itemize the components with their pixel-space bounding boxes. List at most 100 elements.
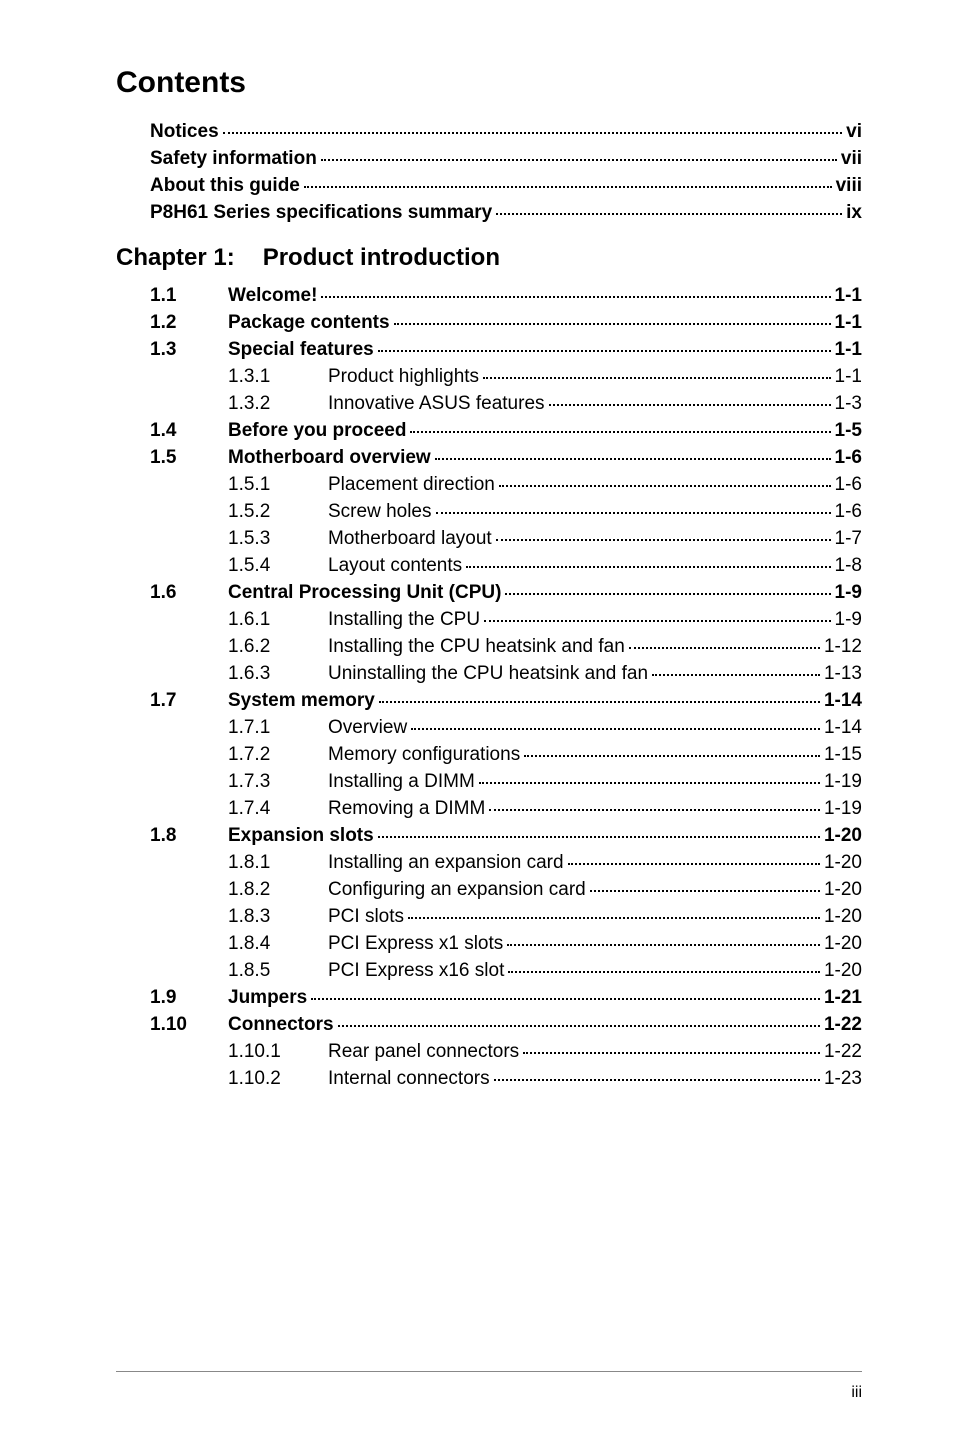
section-number: 1.1 (150, 286, 228, 305)
toc-page: 1-9 (835, 610, 862, 629)
toc-page: 1-14 (824, 691, 862, 710)
dot-leader (436, 512, 831, 514)
toc-page: vi (846, 122, 862, 141)
section-number: 1.5 (150, 448, 228, 467)
toc-page: 1-20 (824, 880, 862, 899)
toc-label: Connectors (228, 1015, 334, 1034)
toc-label: About this guide (150, 176, 300, 195)
toc-page: 1-20 (824, 961, 862, 980)
toc-row: 1.4Before you proceed1-5 (116, 421, 862, 440)
toc-page: 1-6 (835, 475, 862, 494)
toc-label: PCI Express x16 slot (328, 961, 504, 980)
toc-label: Screw holes (328, 502, 432, 521)
section-number: 1.8 (150, 826, 228, 845)
page-number: iii (851, 1384, 862, 1402)
dot-leader (408, 917, 820, 919)
dot-leader (479, 782, 820, 784)
dot-leader (379, 701, 820, 703)
subsection-number: 1.5.3 (228, 529, 328, 548)
toc-label: Configuring an expansion card (328, 880, 586, 899)
toc-row: 1.2Package contents1-1 (116, 313, 862, 332)
toc-row: 1.7.1Overview1-14 (116, 718, 862, 737)
section-number: 1.7 (150, 691, 228, 710)
toc-row: 1.8.2Configuring an expansion card 1-20 (116, 880, 862, 899)
toc-page: 1-13 (824, 664, 862, 683)
dot-leader (568, 863, 820, 865)
footer-rule (116, 1371, 862, 1372)
subsection-number: 1.5.1 (228, 475, 328, 494)
toc-label: Central Processing Unit (CPU) (228, 583, 501, 602)
toc-label: Safety information (150, 149, 317, 168)
dot-leader (496, 213, 842, 215)
dot-leader (494, 1079, 820, 1081)
section-number: 1.2 (150, 313, 228, 332)
toc-label: Memory configurations (328, 745, 520, 764)
toc-page: 1-5 (835, 421, 862, 440)
toc-row: 1.3.1Product highlights1-1 (116, 367, 862, 386)
toc-row: 1.6.3Uninstalling the CPU heatsink and f… (116, 664, 862, 683)
dot-leader (321, 296, 830, 298)
subsection-number: 1.8.1 (228, 853, 328, 872)
subsection-number: 1.7.4 (228, 799, 328, 818)
toc-label: PCI Express x1 slots (328, 934, 503, 953)
toc-row: 1.6.2Installing the CPU heatsink and fan… (116, 637, 862, 656)
toc-row: 1.1Welcome!1-1 (116, 286, 862, 305)
section-number: 1.4 (150, 421, 228, 440)
dot-leader (508, 971, 820, 973)
dot-leader (483, 377, 830, 379)
toc-row: 1.8.4PCI Express x1 slots1-20 (116, 934, 862, 953)
toc-page: 1-3 (835, 394, 862, 413)
toc-label: Placement direction (328, 475, 495, 494)
dot-leader (321, 159, 837, 161)
toc-row: 1.5.1Placement direction 1-6 (116, 475, 862, 494)
toc-entries: 1.1Welcome!1-11.2Package contents1-11.3S… (116, 286, 862, 1088)
toc-page: 1-1 (835, 313, 862, 332)
toc-row: 1.8.5PCI Express x16 slot1-20 (116, 961, 862, 980)
toc-label: Layout contents (328, 556, 462, 575)
subsection-number: 1.5.2 (228, 502, 328, 521)
toc-row: 1.7.4Removing a DIMM1-19 (116, 799, 862, 818)
toc-label: Innovative ASUS features (328, 394, 545, 413)
chapter-number: Chapter 1: (116, 244, 235, 272)
toc-row: 1.10.2Internal connectors1-23 (116, 1069, 862, 1088)
toc-label: P8H61 Series specifications summary (150, 203, 492, 222)
dot-leader (629, 647, 820, 649)
section-number: 1.3 (150, 340, 228, 359)
toc-row: 1.5.4Layout contents1-8 (116, 556, 862, 575)
toc-row: 1.7System memory 1-14 (116, 691, 862, 710)
toc-label: Welcome! (228, 286, 317, 305)
toc-row: 1.6Central Processing Unit (CPU)1-9 (116, 583, 862, 602)
dot-leader (311, 998, 820, 1000)
toc-row: 1.5.3Motherboard layout1-7 (116, 529, 862, 548)
dot-leader (499, 485, 831, 487)
section-number: 1.9 (150, 988, 228, 1007)
dot-leader (223, 132, 843, 134)
dot-leader (523, 1052, 820, 1054)
toc-label: Motherboard overview (228, 448, 431, 467)
dot-leader (378, 836, 820, 838)
toc-row: 1.3.2Innovative ASUS features1-3 (116, 394, 862, 413)
dot-leader (505, 593, 830, 595)
toc-label: Internal connectors (328, 1069, 490, 1088)
toc-label: System memory (228, 691, 375, 710)
section-number: 1.10 (150, 1015, 228, 1034)
subsection-number: 1.5.4 (228, 556, 328, 575)
subsection-number: 1.8.2 (228, 880, 328, 899)
toc-page: 1-20 (824, 907, 862, 926)
toc-label: Installing the CPU heatsink and fan (328, 637, 625, 656)
dot-leader (304, 186, 832, 188)
toc-label: Rear panel connectors (328, 1042, 519, 1061)
dot-leader (466, 566, 830, 568)
toc-row: 1.5Motherboard overview1-6 (116, 448, 862, 467)
dot-leader (524, 755, 820, 757)
subsection-number: 1.10.1 (228, 1042, 328, 1061)
toc-label: Installing an expansion card (328, 853, 564, 872)
subsection-number: 1.7.1 (228, 718, 328, 737)
toc-label: Jumpers (228, 988, 307, 1007)
toc-page: 1-12 (824, 637, 862, 656)
toc-label: Expansion slots (228, 826, 374, 845)
toc-row: About this guide viii (116, 176, 862, 195)
section-number: 1.6 (150, 583, 228, 602)
toc-label: PCI slots (328, 907, 404, 926)
toc-label: Overview (328, 718, 407, 737)
